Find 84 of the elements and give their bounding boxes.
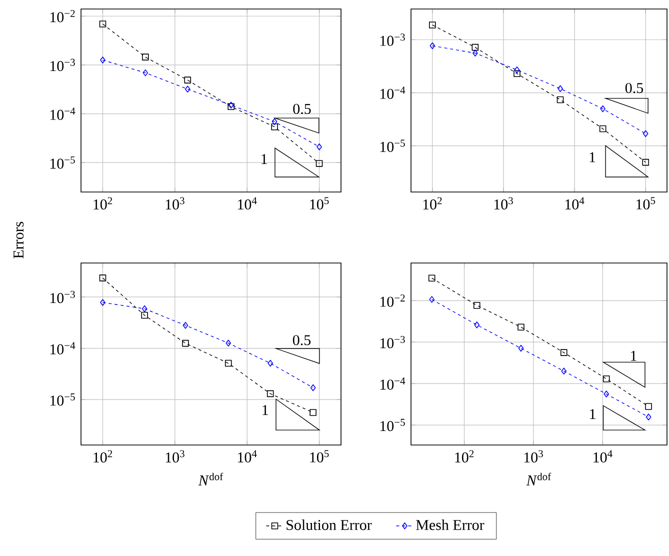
point xyxy=(271,123,278,130)
point xyxy=(141,312,148,319)
point xyxy=(518,344,524,352)
point xyxy=(184,86,190,93)
x-tick-label: 10$^{4}$ xyxy=(594,450,612,462)
point xyxy=(474,322,480,328)
y-tick-label: 10$^{−3}$ xyxy=(50,290,75,304)
annotation: 1 xyxy=(262,154,267,164)
point xyxy=(472,44,479,51)
y-tick-label: 10$^{−4}$ xyxy=(380,86,406,99)
annotation: 1 xyxy=(590,152,596,162)
y-tick-label: 10$^{−5}$ xyxy=(50,156,75,169)
point xyxy=(646,414,652,420)
y-tick-label: 10$^{−2}$ xyxy=(50,10,75,22)
x-tick-label: 10$^{4}$ xyxy=(565,197,584,210)
point xyxy=(430,42,436,50)
point xyxy=(558,85,563,92)
point xyxy=(561,368,567,374)
x-tick-label: 10$^{4}$ xyxy=(238,450,257,462)
point xyxy=(100,299,106,306)
y-tick-label: 10$^{−4}$ xyxy=(380,377,406,390)
point xyxy=(642,158,650,166)
point xyxy=(602,375,610,382)
point xyxy=(99,274,106,282)
y-tick-label: 10$^{−5}$ xyxy=(50,393,75,406)
y-tick-label: 10$^{−3}$ xyxy=(380,34,405,46)
x-tick-label: 10$^{5}$ xyxy=(310,450,329,462)
annotation: 0.5 xyxy=(292,335,311,346)
point xyxy=(142,69,148,76)
point xyxy=(642,130,648,138)
y-tick-label: 10$^{−3}$ xyxy=(50,58,75,72)
annotation: 1 xyxy=(590,409,596,419)
x-tick-label: 10$^{2}$ xyxy=(94,450,112,463)
y-tick-label: 10$^{−5}$ xyxy=(380,418,405,432)
point xyxy=(266,390,274,398)
x-tick-label: 10$^{2}$ xyxy=(455,450,474,463)
x-tick-label: 10$^{5}$ xyxy=(636,197,656,210)
point xyxy=(182,322,188,329)
point xyxy=(518,324,524,331)
point xyxy=(226,340,232,347)
point xyxy=(599,125,606,132)
point xyxy=(268,360,274,367)
x-tick-label: 10$^{3}$ xyxy=(166,197,184,210)
point xyxy=(142,54,149,60)
point xyxy=(142,305,148,312)
point xyxy=(100,56,106,64)
x-tick-label: 10$^{4}$ xyxy=(238,197,257,210)
y-tick-label: 10$^{−4}$ xyxy=(50,342,76,354)
x-tick-label: 10$^{3}$ xyxy=(524,450,543,463)
point xyxy=(604,390,610,398)
point xyxy=(600,105,606,112)
y-axis-title: Errors xyxy=(14,222,24,258)
legend-label: Mesh Error xyxy=(416,520,484,530)
y-tick-label: 10$^{−3}$ xyxy=(380,336,405,348)
x-axis-title: N$^{dof}$ xyxy=(526,472,552,486)
point xyxy=(184,76,192,84)
point xyxy=(224,360,232,367)
annotation: 0.5 xyxy=(293,104,311,114)
point xyxy=(473,302,480,309)
y-tick-label: 10$^{−2}$ xyxy=(380,294,405,307)
point xyxy=(272,118,278,126)
y-tick-label: 10$^{−4}$ xyxy=(50,108,76,120)
point xyxy=(310,384,316,392)
x-tick-label: 10$^{2}$ xyxy=(94,197,112,210)
point xyxy=(429,22,436,28)
point xyxy=(472,50,478,57)
x-tick-label: 10$^{2}$ xyxy=(423,197,442,210)
legend-label: Solution Error xyxy=(286,520,372,530)
x-axis-title: N$^{dof}$ xyxy=(198,472,224,486)
annotation: 1 xyxy=(262,405,268,415)
point xyxy=(556,96,564,104)
x-tick-label: 10$^{3}$ xyxy=(494,197,513,210)
point xyxy=(560,349,568,356)
point xyxy=(99,20,106,28)
point xyxy=(645,403,652,410)
point xyxy=(310,409,316,416)
point xyxy=(514,70,520,78)
annotation: 1 xyxy=(631,350,636,361)
x-tick-label: 10$^{5}$ xyxy=(310,197,329,210)
point xyxy=(514,66,520,74)
y-tick-label: 10$^{−5}$ xyxy=(380,140,405,152)
point xyxy=(182,340,189,347)
annotation: 0.5 xyxy=(625,82,644,94)
x-tick-label: 10$^{3}$ xyxy=(166,450,184,463)
